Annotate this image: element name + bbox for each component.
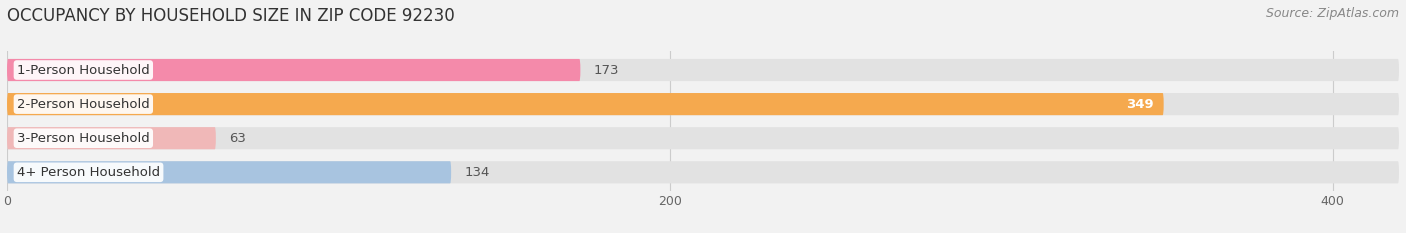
FancyBboxPatch shape [7, 59, 1399, 81]
FancyBboxPatch shape [7, 59, 581, 81]
FancyBboxPatch shape [7, 127, 1399, 149]
FancyBboxPatch shape [7, 93, 1399, 115]
FancyBboxPatch shape [7, 93, 1164, 115]
Text: OCCUPANCY BY HOUSEHOLD SIZE IN ZIP CODE 92230: OCCUPANCY BY HOUSEHOLD SIZE IN ZIP CODE … [7, 7, 454, 25]
FancyBboxPatch shape [7, 127, 217, 149]
Text: 63: 63 [229, 132, 246, 145]
Text: 4+ Person Household: 4+ Person Household [17, 166, 160, 179]
Text: 2-Person Household: 2-Person Household [17, 98, 149, 111]
Text: 1-Person Household: 1-Person Household [17, 64, 149, 76]
FancyBboxPatch shape [7, 161, 451, 183]
FancyBboxPatch shape [7, 161, 1399, 183]
Text: 349: 349 [1126, 98, 1154, 111]
Text: Source: ZipAtlas.com: Source: ZipAtlas.com [1265, 7, 1399, 20]
Text: 134: 134 [464, 166, 489, 179]
Text: 173: 173 [593, 64, 619, 76]
Text: 3-Person Household: 3-Person Household [17, 132, 149, 145]
